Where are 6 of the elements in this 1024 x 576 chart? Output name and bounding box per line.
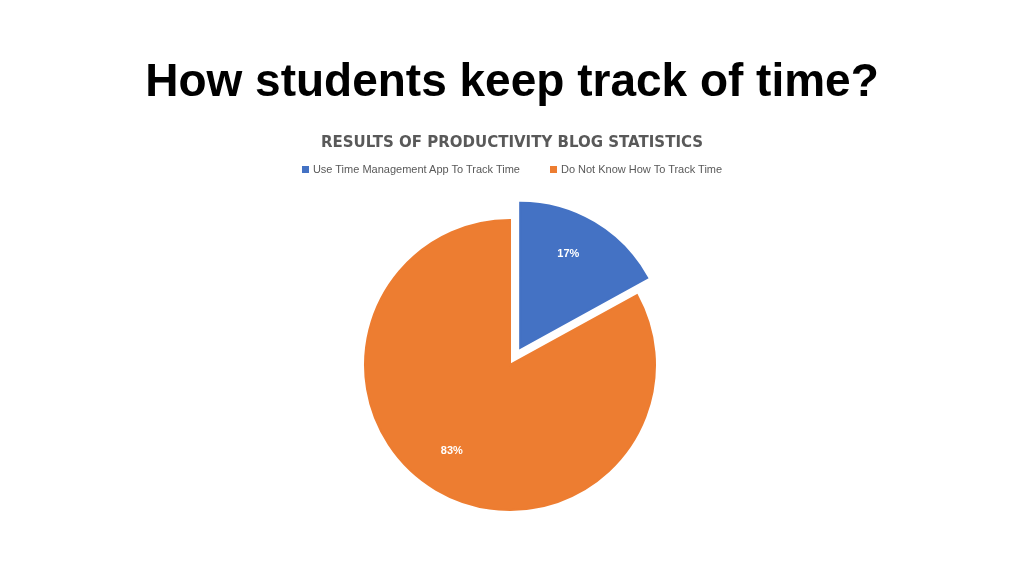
- legend-label: Use Time Management App To Track Time: [312, 163, 520, 175]
- legend-label: Do Not Know How To Track Time: [560, 163, 723, 175]
- data-label: 17%: [557, 246, 580, 259]
- chart-title: How students keep track of time?: [144, 53, 880, 107]
- chart-subtitle: RESULTS OF PRODUCTIVITY BLOG STATISTICS: [319, 133, 705, 151]
- data-label: 83%: [440, 443, 464, 456]
